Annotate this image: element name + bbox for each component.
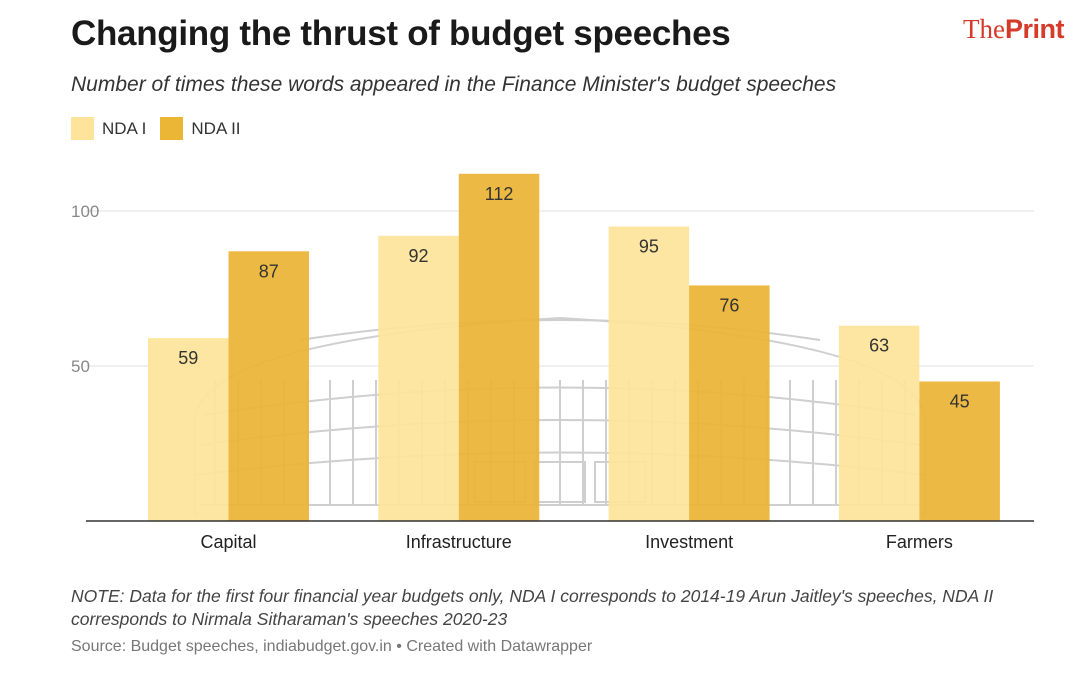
x-label-investment: Investment (645, 532, 733, 552)
source-line: Source: Budget speeches, indiabudget.gov… (71, 638, 593, 655)
legend-swatch-nda-2 (160, 117, 184, 140)
x-label-farmers: Farmers (886, 532, 953, 552)
x-label-capital: Capital (200, 532, 256, 552)
x-label-infrastructure: Infrastructure (406, 532, 512, 552)
value-label-capital-nda-1: 59 (178, 348, 198, 368)
bar-capital-nda-1 (148, 338, 229, 521)
bar-investment-nda-1 (608, 226, 690, 521)
y-tick-label-100: 100 (71, 202, 99, 221)
bars (148, 173, 1000, 522)
bar-farmers-nda-2 (919, 381, 1000, 521)
value-label-farmers-nda-1: 63 (869, 336, 889, 356)
legend-item-nda-2: NDA II (160, 117, 241, 140)
bar-infrastructure-nda-1 (378, 235, 459, 522)
chart-subtitle: Number of times these words appeared in … (71, 73, 837, 96)
value-label-investment-nda-2: 76 (719, 295, 739, 315)
bar-investment-nda-2 (689, 285, 770, 521)
legend-label-nda-2: NDA II (191, 118, 241, 138)
x-axis-labels: Capital Infrastructure Investment Farmers (200, 532, 952, 552)
legend: NDA I NDA II (71, 117, 255, 140)
bar-capital-nda-2 (228, 251, 309, 522)
legend-label-nda-1: NDA I (102, 118, 147, 138)
value-label-farmers-nda-2: 45 (950, 392, 970, 412)
value-label-infrastructure-nda-2: 112 (485, 184, 514, 204)
legend-item-nda-1: NDA I (71, 117, 146, 140)
watermark-columns (214, 380, 906, 505)
value-label-investment-nda-1: 95 (639, 237, 659, 257)
legend-swatch-nda-1 (71, 117, 94, 140)
brand-prefix: The (963, 14, 1005, 44)
value-label-capital-nda-2: 87 (259, 261, 279, 281)
value-labels: 59 87 92 112 95 76 63 45 (178, 184, 969, 412)
bar-farmers-nda-1 (838, 325, 920, 521)
bar-infrastructure-nda-2 (458, 173, 540, 522)
brand-name: Print (1004, 14, 1065, 44)
value-label-infrastructure-nda-1: 92 (409, 246, 429, 266)
y-tick-label-50: 50 (71, 357, 90, 376)
brand-logo: ThePrint (963, 14, 1065, 45)
footnote: NOTE: Data for the first four financial … (71, 586, 994, 629)
chart-title: Changing the thrust of budget speeches (71, 14, 731, 53)
